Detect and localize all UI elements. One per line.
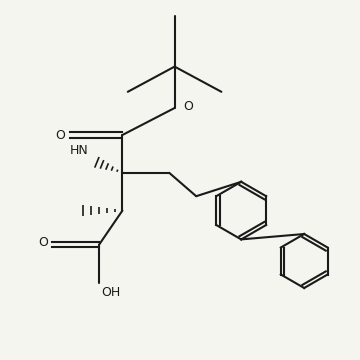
Text: O: O bbox=[55, 129, 65, 141]
Text: O: O bbox=[39, 237, 49, 249]
Text: OH: OH bbox=[101, 286, 120, 299]
Text: HN: HN bbox=[69, 144, 88, 157]
Text: O: O bbox=[184, 100, 193, 113]
